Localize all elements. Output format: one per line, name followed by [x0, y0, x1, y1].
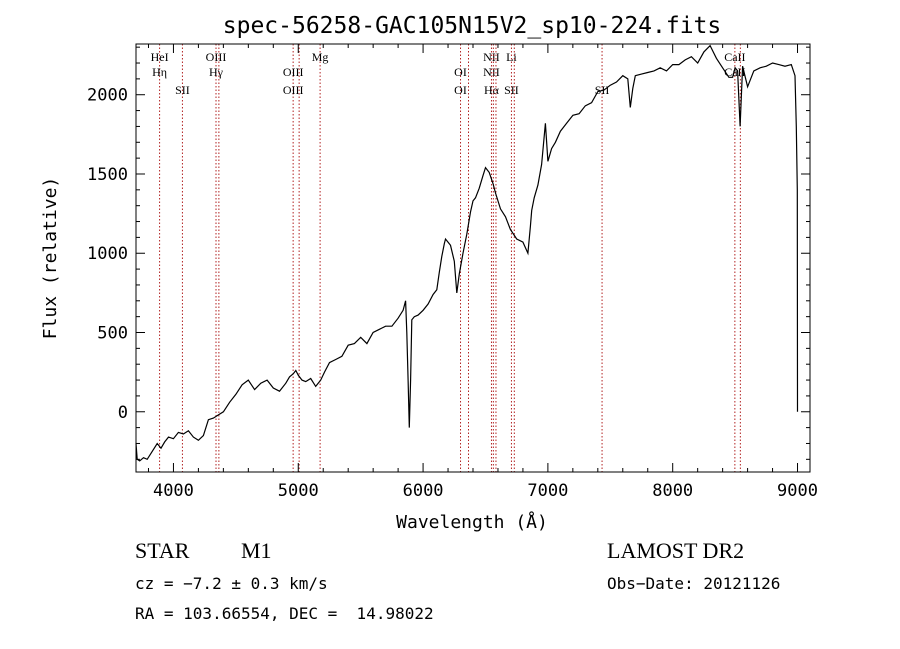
x-tick-label: 9000	[777, 481, 818, 501]
object-type: STAR	[135, 538, 190, 563]
line-label: OI	[454, 83, 467, 97]
y-axis-label: Flux (relative)	[40, 177, 61, 340]
x-tick-label: 6000	[403, 481, 444, 501]
x-tick-label: 4000	[153, 481, 194, 501]
y-tick-label: 2000	[87, 86, 128, 106]
line-label: SII	[175, 83, 190, 97]
line-label: NII	[483, 65, 500, 79]
line-label: Hγ	[209, 65, 224, 79]
survey-name: LAMOST DR2	[607, 538, 745, 563]
y-tick-label: 500	[97, 324, 128, 344]
y-tick-label: 1000	[87, 244, 128, 264]
y-tick-label: 1500	[87, 165, 128, 185]
x-tick-label: 8000	[652, 481, 693, 501]
line-label: NII	[483, 50, 500, 64]
chart-title: spec-56258-GAC105N15V2_sp10-224.fits	[223, 13, 722, 39]
line-label: OIII	[283, 83, 304, 97]
line-label: Mg	[312, 50, 329, 64]
plot-frame	[135, 43, 811, 473]
object-subclass: M1	[241, 538, 272, 563]
obs-date: Obs−Date: 20121126	[607, 574, 781, 593]
x-axis: 4000 5000 6000 7000 8000 9000	[147, 44, 818, 501]
x-tick-label: 7000	[527, 481, 568, 501]
redshift-cz: cz = −7.2 ± 0.3 km/s	[135, 574, 328, 593]
line-label: OIII	[206, 50, 227, 64]
line-label: HeI	[151, 50, 169, 64]
ra-dec-coords: RA = 103.66554, DEC = 14.98022	[135, 604, 434, 623]
y-axis: 0 500 1000 1500 2000	[87, 46, 810, 460]
y-tick-label: 0	[118, 403, 128, 423]
x-tick-label: 5000	[278, 481, 319, 501]
spectrum-line	[135, 44, 799, 462]
line-label: OIII	[283, 65, 304, 79]
x-axis-label: Wavelength (Å)	[396, 511, 548, 533]
line-label: SII	[504, 83, 519, 97]
line-label: CaII	[724, 50, 745, 64]
line-label: Hη	[152, 65, 167, 79]
line-label: OI	[454, 65, 467, 79]
line-label: Li	[506, 50, 517, 64]
line-label: Hα	[484, 83, 500, 97]
